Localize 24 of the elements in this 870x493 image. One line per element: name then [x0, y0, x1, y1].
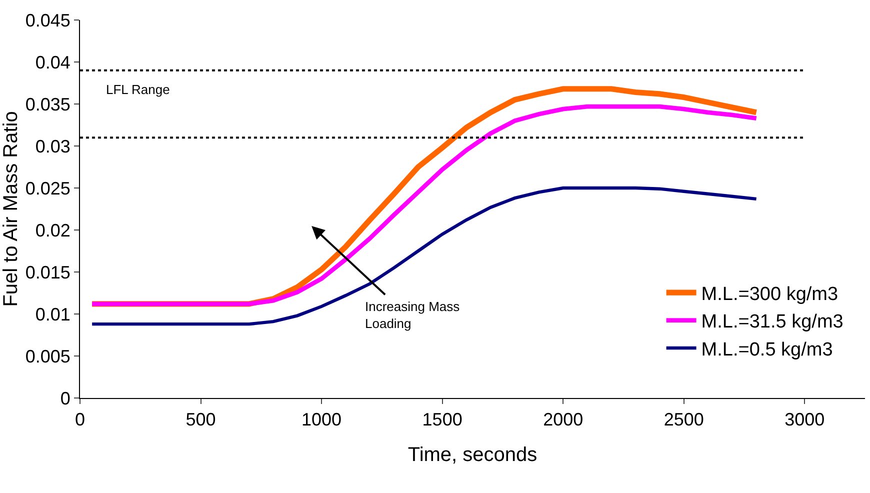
y-tick-label: 0.04	[35, 52, 70, 72]
y-tick-label: 0.045	[25, 10, 70, 30]
x-axis-title: Time, seconds	[408, 444, 538, 466]
y-tick-label: 0.025	[25, 178, 70, 198]
x-tick-label: 3000	[784, 410, 825, 430]
y-tick-label: 0	[60, 388, 70, 408]
ref-line-label: LFL Range	[106, 82, 170, 97]
legend-label: M.L.=0.5 kg/m3	[701, 339, 833, 360]
annotation: Increasing Mass Loading	[365, 299, 460, 331]
legend-label: M.L.=300 kg/m3	[701, 284, 838, 306]
x-tick-label: 0	[74, 410, 86, 430]
x-tick-label: 2500	[664, 410, 704, 430]
y-axis-title: Fuel to Air Mass Ratio	[0, 111, 22, 307]
y-tick-label: 0.03	[35, 136, 70, 156]
y-tick-label: 0.005	[25, 346, 70, 366]
x-tick-label: 500	[186, 410, 216, 430]
x-tick-label: 1000	[302, 410, 342, 430]
y-tick-label: 0.02	[35, 220, 70, 240]
y-tick-label: 0.01	[35, 304, 70, 324]
y-tick-label: 0.015	[25, 262, 70, 282]
y-tick-label: 0.035	[25, 94, 70, 114]
x-tick-label: 1500	[422, 410, 462, 430]
x-tick-label: 2000	[543, 410, 584, 430]
legend-label: M.L.=31.5 kg/m3	[701, 312, 844, 333]
